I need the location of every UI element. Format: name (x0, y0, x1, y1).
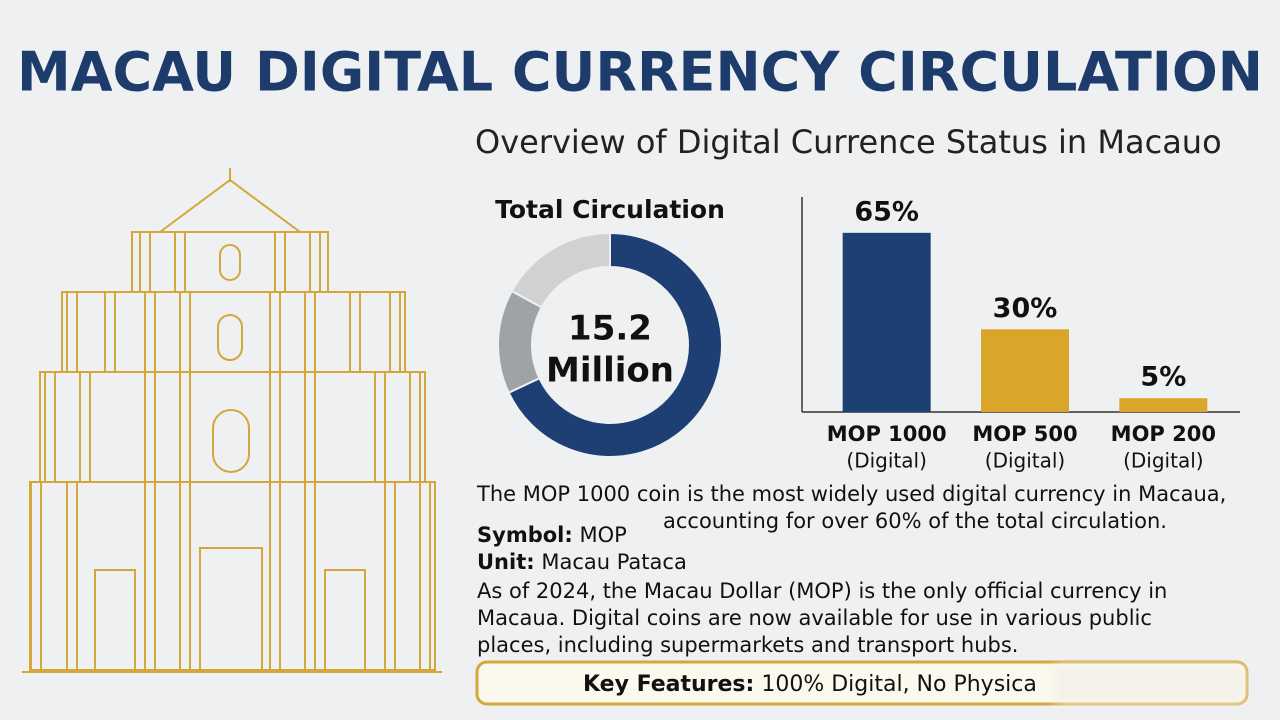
facade-column (66, 481, 78, 671)
unit-line: Unit: Macau Pataca (477, 550, 687, 574)
facade-column (374, 371, 386, 483)
bar (1119, 398, 1208, 412)
donut-title: Total Circulation (495, 195, 725, 224)
doorway (324, 569, 366, 671)
facade-column (384, 481, 396, 671)
symbol-value: MOP (579, 523, 626, 547)
value-label: 30% (993, 293, 1058, 324)
facade-column (79, 371, 91, 483)
donut-segment (510, 231, 611, 309)
donut-center-label: Million (546, 351, 674, 391)
facade-column (419, 481, 431, 671)
key-features: Key Features: 100% Digital, No Physica (583, 672, 1037, 697)
page-title: MACAU DIGITAL CURRENCY CIRCULATION (17, 41, 1263, 104)
symbol-line: Symbol: MOP (477, 523, 627, 547)
caption: accounting for over 60% of the total cir… (663, 509, 1167, 533)
donut-center-label: 15.2 (568, 309, 652, 349)
x-tick-label: MOP 1000 (827, 422, 947, 446)
facade-column (174, 231, 186, 293)
window (212, 409, 250, 473)
description: Macaua. Digital coins are now available … (477, 606, 1152, 630)
key-features-value: 100% Digital, No Physica (761, 672, 1037, 697)
facade-column (44, 371, 56, 483)
facade-column (139, 231, 151, 293)
key-features-box (475, 660, 1249, 706)
x-tick-sublabel: (Digital) (1123, 449, 1203, 473)
facade-column (66, 291, 78, 373)
donut-segment (507, 231, 723, 458)
window (219, 244, 241, 281)
pediment (156, 178, 304, 233)
subtitle: Overview of Digital Currence Status in M… (475, 123, 1222, 161)
symbol-label: Symbol: (477, 523, 573, 547)
doorway (94, 569, 136, 671)
facade-column (389, 291, 401, 373)
description: places, including supermarkets and trans… (477, 633, 1018, 657)
facade-column (349, 291, 361, 373)
facade-column (409, 371, 421, 483)
bar (842, 232, 931, 412)
value-label: 65% (854, 196, 919, 227)
key-features-label: Key Features: (583, 672, 754, 697)
unit-value: Macau Pataca (541, 550, 687, 574)
x-tick-label: MOP 500 (972, 422, 1077, 446)
facade-column (274, 231, 286, 293)
unit-label: Unit: (477, 550, 535, 574)
x-tick-sublabel: (Digital) (846, 449, 926, 473)
x-tick-sublabel: (Digital) (985, 449, 1065, 473)
blurred-area (1055, 665, 1245, 703)
x-tick-label: MOP 200 (1111, 422, 1216, 446)
facade-illustration (22, 168, 442, 673)
doorway (199, 547, 263, 671)
facade-column (309, 231, 321, 293)
facade-column (104, 291, 116, 373)
description: As of 2024, the Macau Dollar (MOP) is th… (477, 579, 1167, 603)
caption: The MOP 1000 coin is the most widely use… (476, 482, 1226, 506)
bar (981, 329, 1069, 412)
window (217, 314, 243, 361)
value-label: 5% (1140, 362, 1186, 393)
facade-column (30, 481, 42, 671)
